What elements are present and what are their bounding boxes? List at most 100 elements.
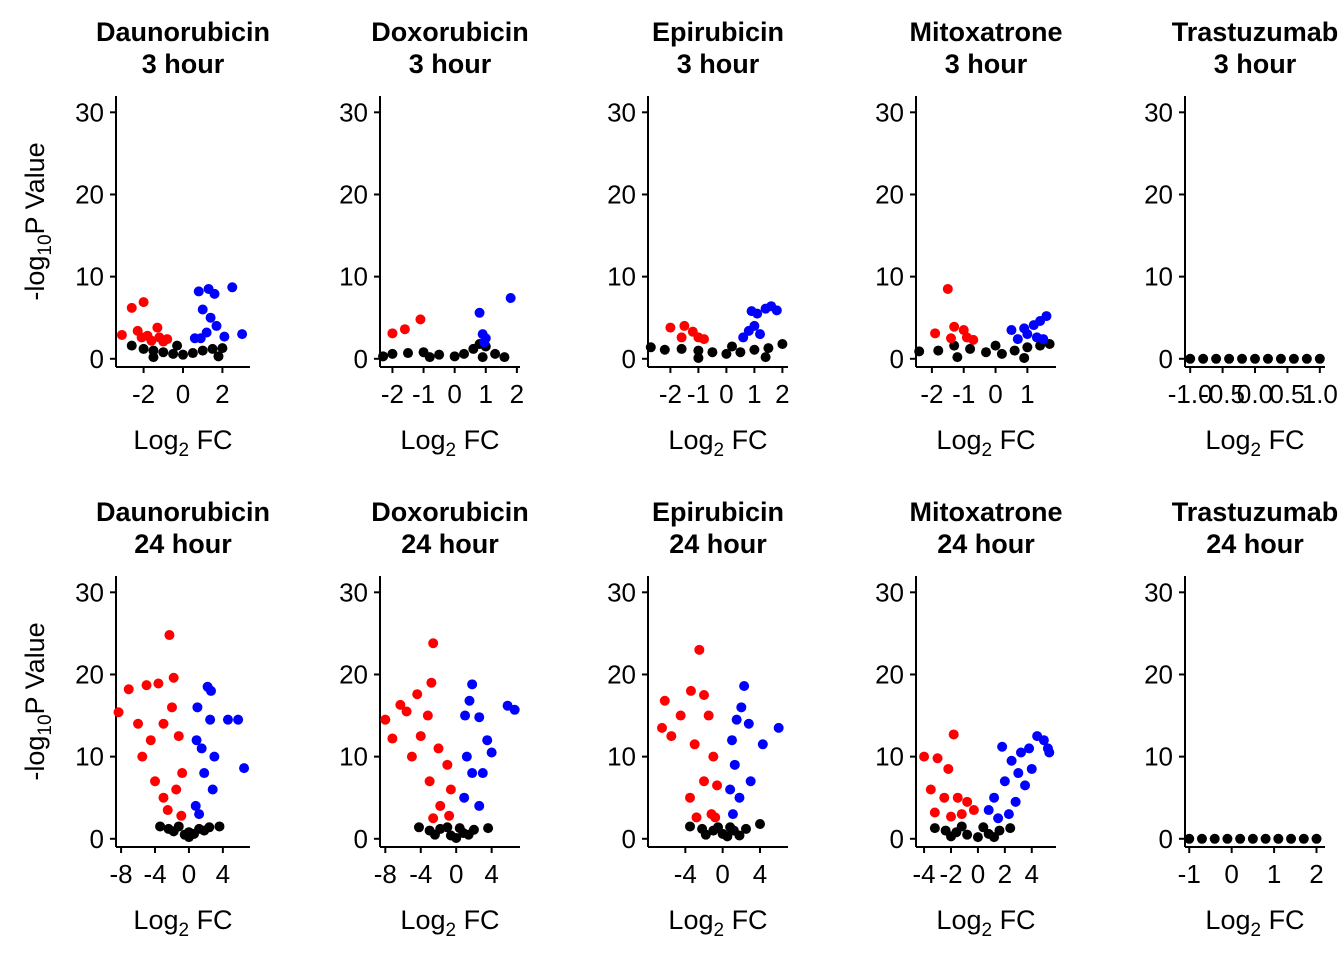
x-tick-label: 2	[998, 859, 1012, 889]
point-down	[657, 722, 667, 733]
point-ns	[1314, 353, 1325, 364]
y-tick-label: 30	[339, 577, 368, 607]
point-down	[689, 739, 700, 750]
point-down	[137, 751, 148, 762]
point-ns	[693, 352, 704, 363]
y-tick-label: 10	[339, 262, 368, 292]
point-up	[1022, 329, 1033, 340]
panel-title: Doxorubicin	[371, 17, 529, 47]
point-ns	[1311, 833, 1322, 844]
point-ns	[763, 343, 774, 354]
point-up	[474, 307, 485, 318]
point-down	[925, 784, 936, 795]
point-ns	[755, 818, 765, 829]
x-tick-label: 1	[1267, 859, 1281, 889]
point-ns	[1198, 353, 1209, 364]
point-up	[191, 735, 202, 746]
point-up	[196, 743, 207, 754]
y-tick-label: 20	[75, 179, 104, 209]
y-tick-label: 30	[607, 97, 636, 127]
point-ns	[179, 829, 190, 840]
x-tick-label: -4	[674, 859, 697, 889]
point-ns	[981, 347, 991, 358]
point-up	[989, 792, 1000, 803]
point-down	[387, 328, 398, 339]
x-tick-label: 1	[1020, 379, 1034, 409]
x-axis-label: Log2 FC	[668, 905, 767, 941]
point-up	[755, 329, 765, 340]
point-ns	[168, 826, 179, 837]
point-up	[1038, 334, 1049, 345]
point-ns	[978, 822, 989, 833]
y-tick-label: 10	[75, 262, 104, 292]
point-down	[158, 792, 169, 803]
point-up	[195, 333, 206, 344]
point-down	[691, 812, 702, 823]
y-tick-label: 10	[75, 742, 104, 772]
point-down	[133, 718, 144, 729]
y-tick-label: 10	[875, 262, 904, 292]
y-tick-label: 0	[354, 344, 368, 374]
point-up	[773, 722, 784, 733]
point-up	[211, 320, 222, 331]
x-tick-label: -2	[939, 859, 962, 889]
point-up	[482, 735, 493, 746]
point-ns	[1273, 833, 1284, 844]
point-ns	[965, 343, 976, 354]
point-down	[145, 735, 156, 746]
point-ns	[213, 351, 224, 362]
point-up	[739, 680, 750, 691]
point-up	[738, 332, 749, 343]
point-down	[946, 333, 956, 344]
point-down	[948, 729, 959, 740]
point-ns	[1237, 353, 1248, 364]
point-down	[171, 784, 182, 795]
point-down	[699, 776, 709, 787]
point-ns	[138, 343, 149, 354]
point-up	[1006, 325, 1017, 336]
x-axis-label: Log2 FC	[1205, 905, 1304, 941]
y-tick-label: 0	[622, 824, 636, 854]
point-down	[138, 297, 149, 308]
x-tick-label: -1	[1178, 859, 1201, 889]
point-down	[968, 805, 979, 816]
point-down	[433, 743, 444, 754]
y-tick-label: 0	[354, 824, 368, 854]
x-tick-label: -1	[412, 379, 435, 409]
point-down	[942, 283, 953, 294]
point-ns	[1222, 833, 1233, 844]
point-down	[150, 776, 161, 787]
point-ns	[214, 821, 225, 832]
point-up	[999, 776, 1010, 787]
point-ns	[126, 340, 137, 351]
point-up	[199, 768, 210, 779]
y-tick-label: 30	[75, 97, 104, 127]
point-up	[193, 286, 204, 297]
point-down	[387, 733, 398, 744]
point-ns	[972, 832, 983, 843]
point-ns	[1005, 823, 1016, 834]
point-up	[233, 714, 244, 725]
point-ns	[1288, 353, 1299, 364]
x-axis-label: Log2 FC	[936, 905, 1035, 941]
point-down	[123, 684, 134, 695]
x-tick-label: -8	[374, 859, 397, 889]
point-ns	[1286, 833, 1297, 844]
point-ns	[722, 831, 733, 842]
point-ns	[189, 828, 200, 839]
point-down	[399, 324, 410, 335]
x-tick-label: -4	[409, 859, 432, 889]
point-ns	[713, 822, 723, 833]
x-tick-label: 0	[719, 379, 733, 409]
y-tick-label: 10	[1144, 742, 1173, 772]
point-ns	[1235, 833, 1246, 844]
point-ns	[178, 349, 188, 360]
y-tick-label: 20	[875, 659, 904, 689]
point-ns	[477, 352, 488, 363]
point-ns	[424, 352, 435, 363]
point-ns	[413, 822, 424, 833]
point-ns	[217, 343, 228, 354]
point-ns	[429, 829, 440, 840]
